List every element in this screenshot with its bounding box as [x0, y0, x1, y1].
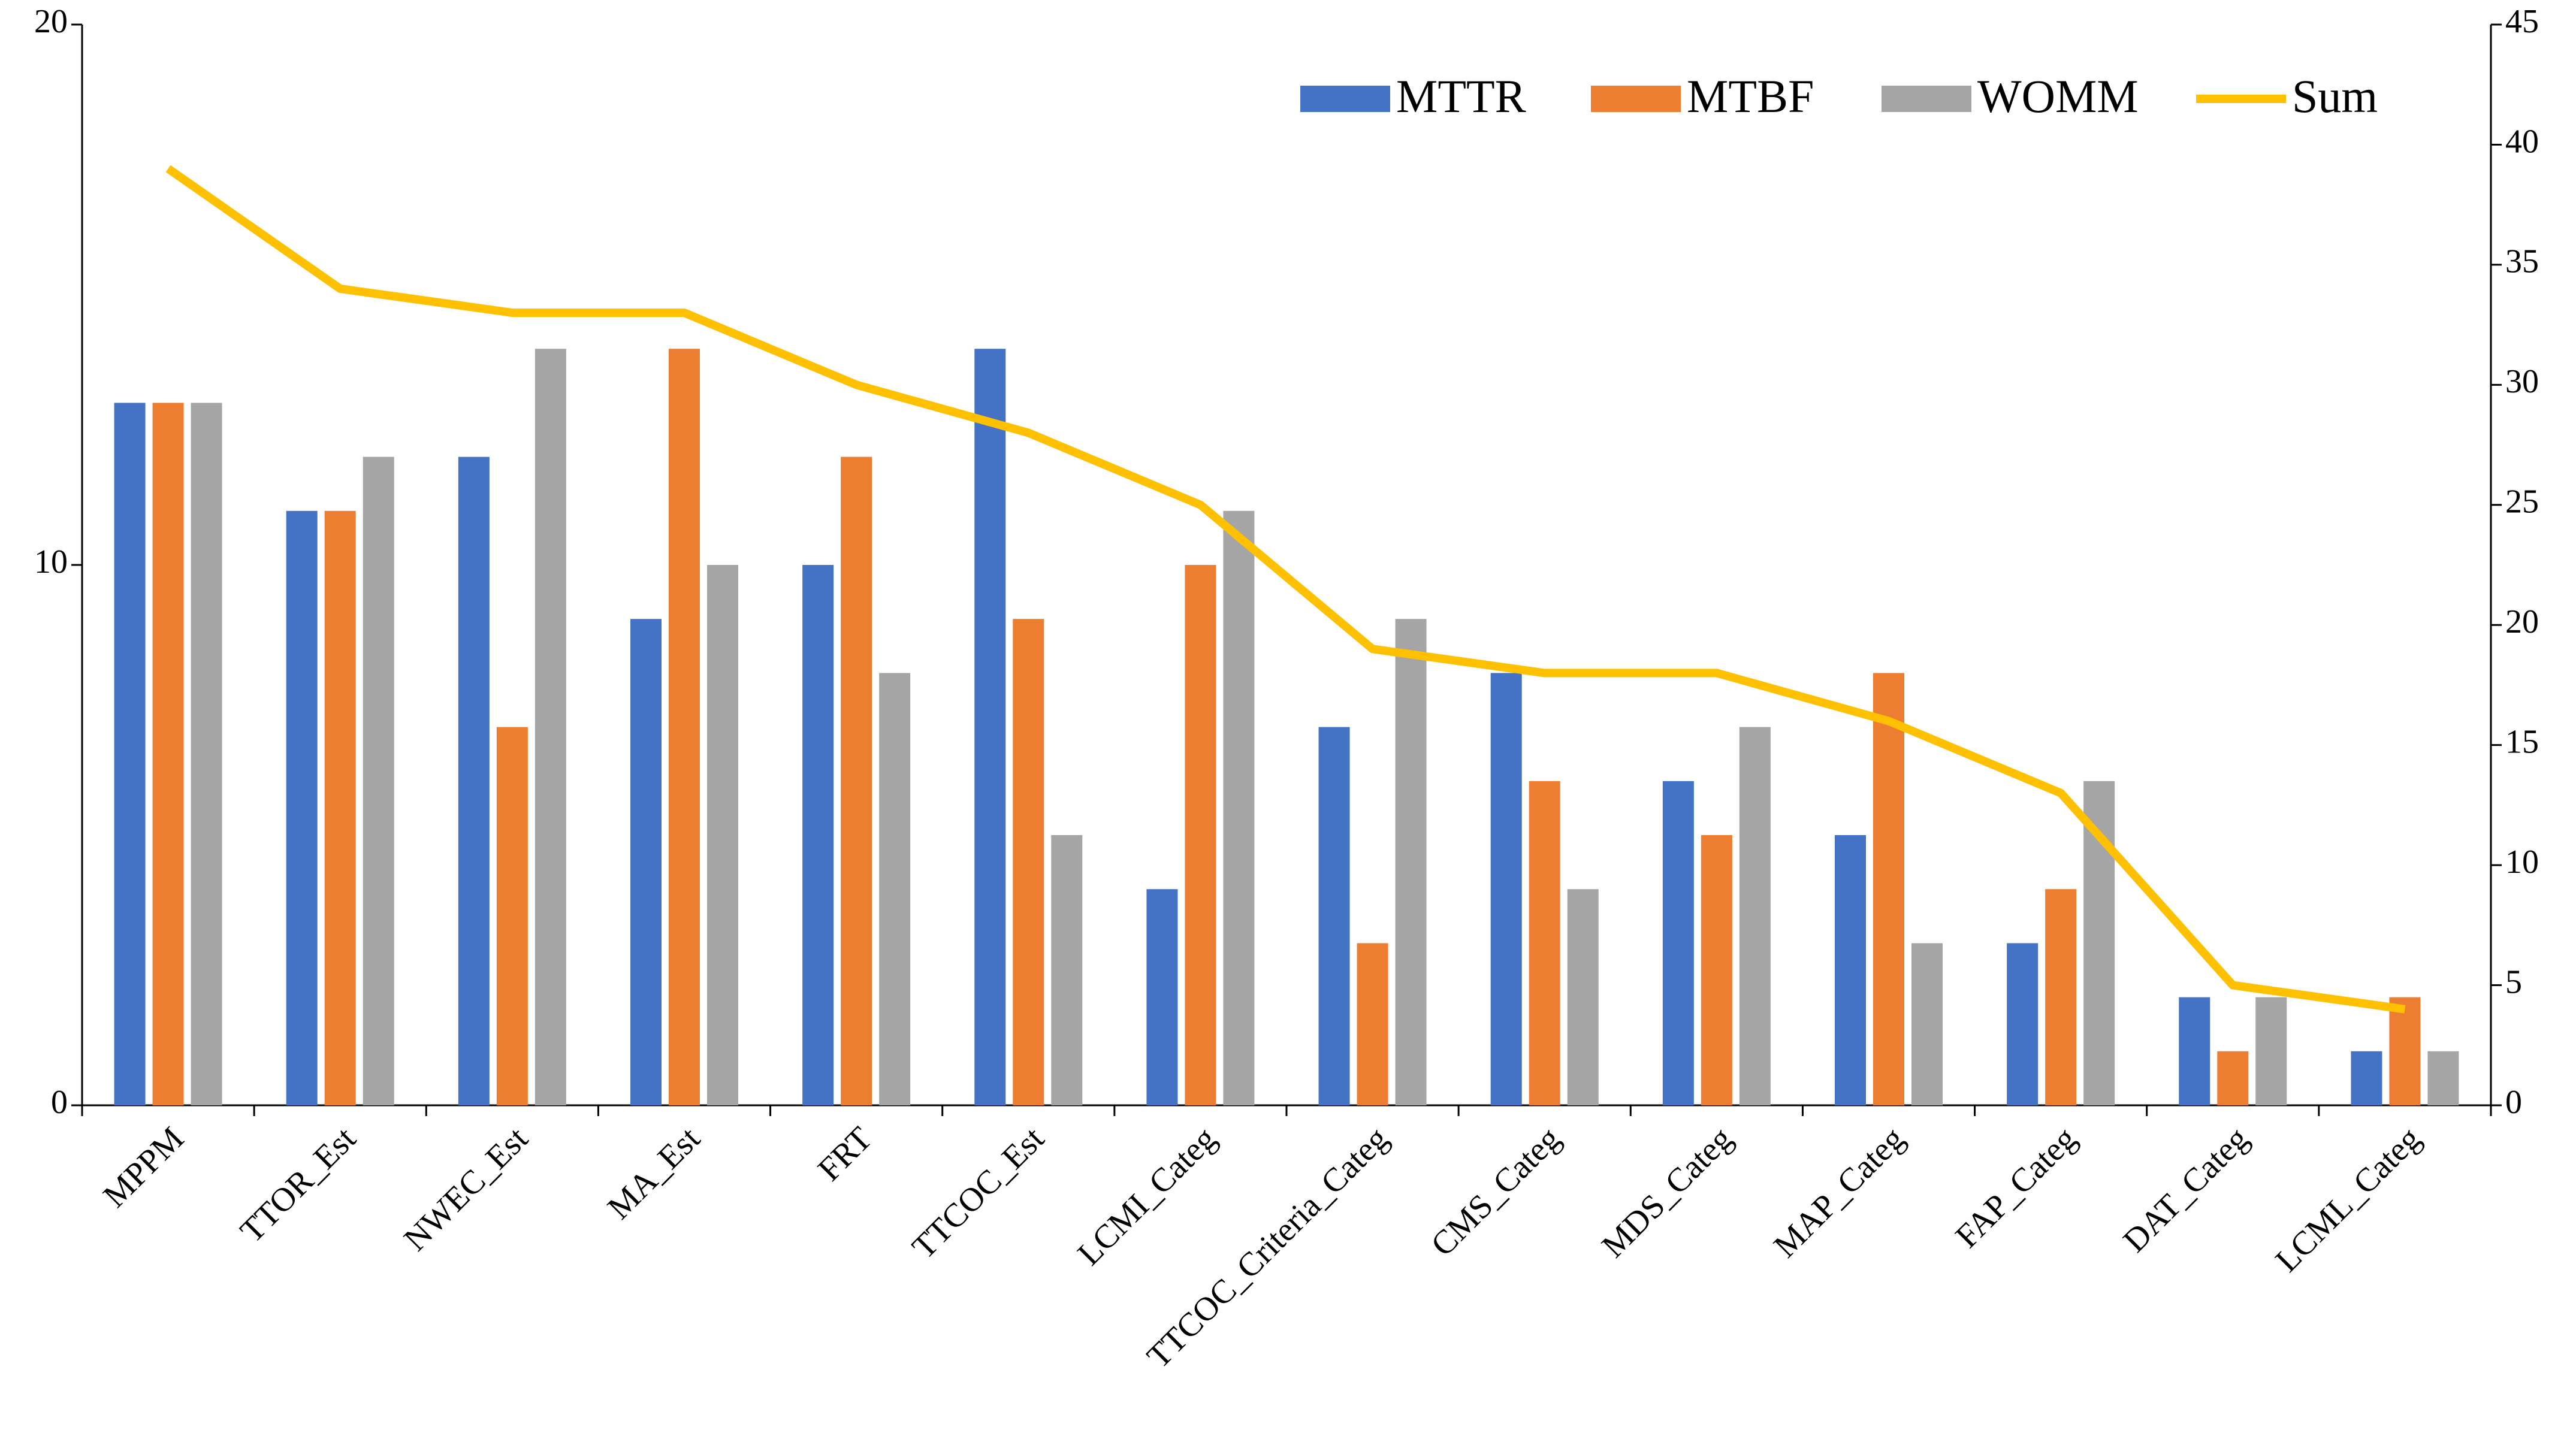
y2-tick-label: 45 [2505, 3, 2539, 40]
y2-tick-label: 0 [2505, 1084, 2522, 1121]
sum-line [165, 165, 2406, 1014]
legend-swatch [1882, 86, 1971, 112]
x-tick-label: NWEC_Est [397, 1120, 535, 1258]
bar [802, 565, 834, 1105]
bar [1873, 673, 1904, 1105]
bar [1529, 781, 1560, 1105]
bar [2389, 997, 2421, 1105]
bar [1567, 889, 1599, 1105]
x-tick-label: TTOR_Est [233, 1120, 363, 1250]
bar [534, 349, 566, 1106]
bar [363, 456, 394, 1105]
bar [458, 456, 490, 1105]
legend-label: MTBF [1687, 70, 1814, 122]
bar [2217, 1051, 2249, 1105]
x-tick-label: MPPM [96, 1120, 191, 1214]
bar [324, 510, 356, 1105]
bar [2179, 997, 2210, 1105]
bar [286, 510, 318, 1105]
bar [2427, 1051, 2459, 1105]
x-tick-label: FRT [811, 1120, 879, 1188]
bar [707, 565, 738, 1105]
bar [669, 349, 700, 1106]
bar [2007, 943, 2039, 1105]
bar [1223, 510, 1255, 1105]
y2-tick-label: 25 [2505, 483, 2539, 521]
bar [1357, 943, 1388, 1105]
x-tick-label: FAP_Categ [1949, 1120, 2084, 1255]
x-tick-label: TTCOC_Est [905, 1120, 1052, 1266]
bar [1739, 727, 1771, 1105]
y2-tick-label: 10 [2505, 844, 2539, 881]
y-tick-label: 10 [34, 543, 68, 581]
y2-tick-label: 5 [2505, 963, 2522, 1000]
bar [2255, 997, 2287, 1105]
legend: MTTR MTBF WOMM Sum [1300, 70, 2378, 122]
x-tick-label: MDS_Categ [1594, 1120, 1740, 1265]
bar [841, 456, 872, 1105]
y2-tick-label: 15 [2505, 724, 2539, 761]
legend-swatch [1300, 86, 1390, 112]
bar [152, 403, 184, 1105]
bar [1835, 835, 1866, 1105]
bar [1013, 619, 1044, 1105]
y2-tick-label: 30 [2505, 363, 2539, 400]
bar [2045, 889, 2077, 1105]
bar [1701, 835, 1732, 1105]
bar [1146, 889, 1178, 1105]
bar [879, 673, 911, 1105]
legend-swatch [1591, 86, 1681, 112]
y2-tick-label: 20 [2505, 603, 2539, 640]
bar [1490, 673, 1522, 1105]
bar [1051, 835, 1083, 1105]
bar [2351, 1051, 2382, 1105]
x-tick-label: MAP_Categ [1766, 1120, 1911, 1265]
bar [974, 349, 1006, 1106]
x-tick-label: CMS_Categ [1424, 1120, 1568, 1263]
bar [1911, 943, 1943, 1105]
y-tick-label: 0 [51, 1084, 68, 1121]
legend-label: Sum [2292, 70, 2378, 122]
bar [630, 619, 662, 1105]
x-tick-label: LCMI_Categ [1071, 1120, 1224, 1272]
bar [191, 403, 222, 1105]
x-tick-label: MA_Est [600, 1120, 707, 1226]
bar [1662, 781, 1694, 1105]
bar [1395, 619, 1427, 1105]
legend-label: WOMM [1977, 70, 2139, 122]
x-tick-label: LCML_Categ [2269, 1120, 2428, 1279]
y2-tick-label: 35 [2505, 243, 2539, 280]
x-tick-label: DAT_Categ [2116, 1120, 2256, 1259]
y2-tick-label: 40 [2505, 123, 2539, 160]
bar [496, 727, 528, 1105]
y-tick-label: 20 [34, 3, 68, 40]
bar [114, 403, 146, 1105]
bar [1185, 565, 1216, 1105]
legend-label: MTTR [1396, 70, 1526, 122]
bar [1318, 727, 1350, 1105]
